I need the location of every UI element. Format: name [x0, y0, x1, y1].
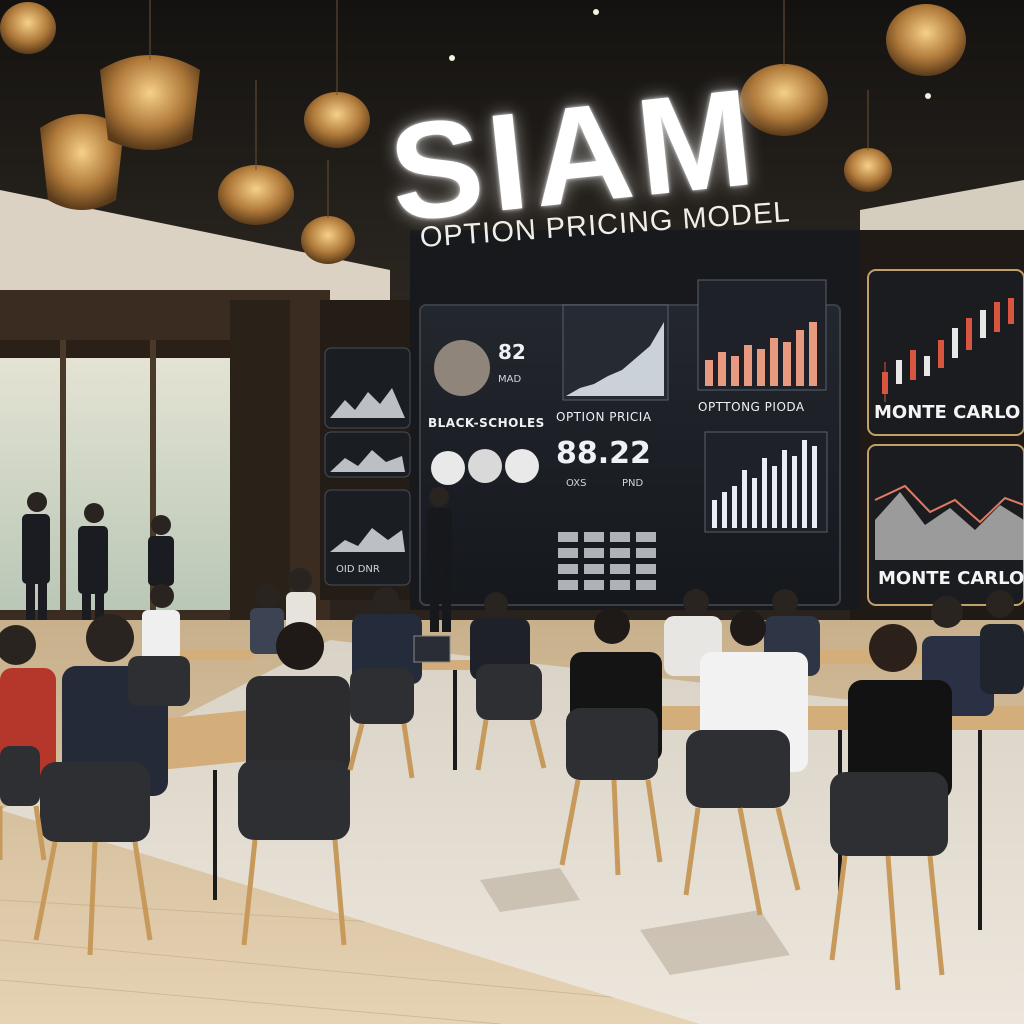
screen-label-right: OPTTONG PIODA [698, 400, 805, 414]
small-screen-caption: OID DNR [336, 564, 380, 575]
screen-stat-top: 82 [498, 340, 526, 364]
seated-attendees [0, 568, 1024, 800]
screen-stat-big: 88.22 [556, 436, 651, 471]
candlestick-chart [882, 298, 1014, 402]
ceiling-cove-light [0, 190, 390, 300]
laptop [413, 635, 451, 663]
screen-label-center: OPTION PRICIA [556, 410, 652, 424]
screen-stat-top-sub: MAD [498, 374, 522, 385]
chandeliers [0, 2, 966, 264]
presenter [427, 487, 452, 632]
toggle-tile-1 [431, 451, 465, 485]
chairs [0, 656, 948, 991]
data-grid [558, 532, 656, 590]
standing-staff [22, 492, 174, 620]
screen-stat-big-sub-b: PND [622, 478, 644, 489]
monte-carlo-label-bottom: MONTE CARLO [878, 568, 1024, 589]
toggle-tile-2 [468, 449, 502, 483]
screen-stat-big-sub-a: OXS [566, 478, 587, 489]
screen-label-left: BLACK-SCHOLES [428, 416, 545, 430]
monte-carlo-label-top: MONTE CARLO [874, 402, 1021, 423]
globe-graphic [434, 340, 490, 396]
toggle-tile-3 [505, 449, 539, 483]
